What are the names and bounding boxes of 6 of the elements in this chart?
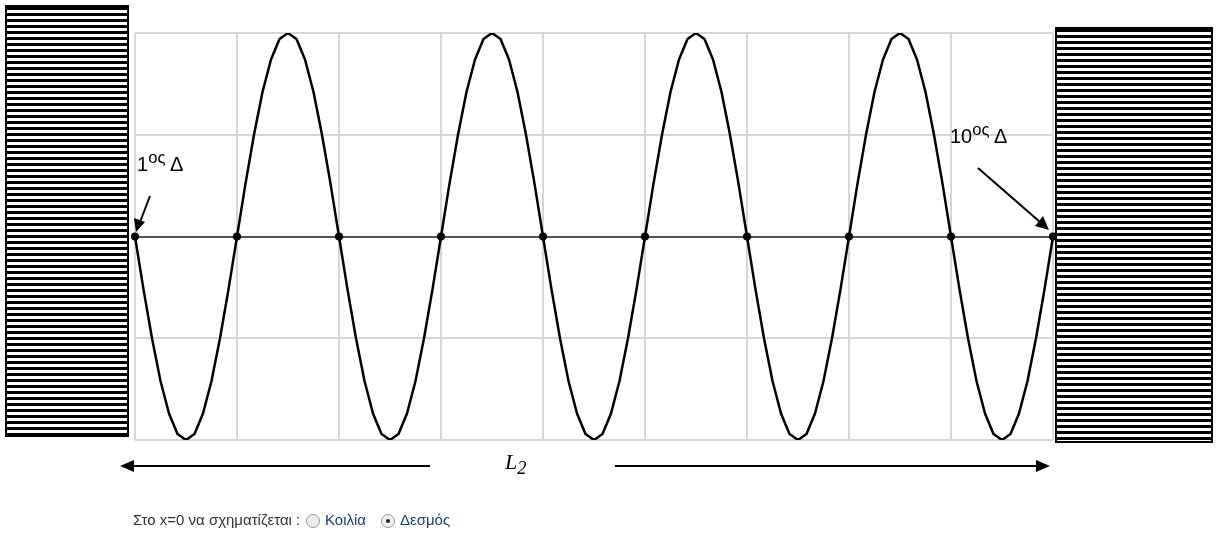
annotation: 1$^{ος}$ Δ [137,148,184,176]
text: Δεσμός [400,511,451,528]
annotation: 10$^{ος}$ Δ [950,120,1008,148]
text: L$_{2}$ [505,449,527,480]
text: Κοιλία [325,511,367,528]
text: Στο x=0 να σχηματίζεται : [133,511,301,528]
